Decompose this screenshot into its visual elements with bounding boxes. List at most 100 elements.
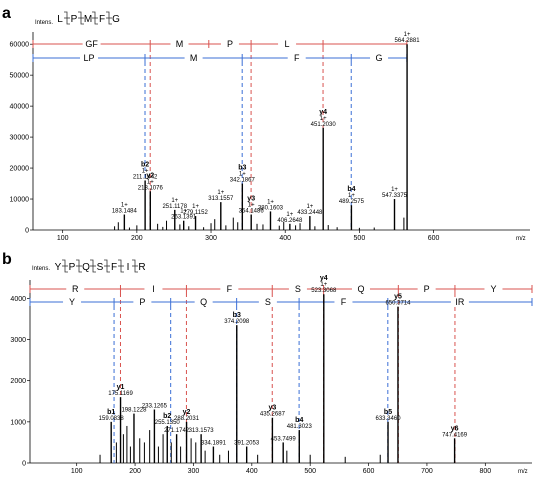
b-ion-ladder-label-bg — [63, 297, 82, 306]
y-tick-label: 10000 — [10, 197, 30, 204]
y-ion-ladder-label: I — [152, 284, 155, 294]
peak-mz-label: 198.1228 — [121, 408, 147, 414]
y-ion-ladder-label: Q — [357, 284, 364, 294]
residue-S: S — [97, 262, 104, 273]
peak-ion-label: y6 — [451, 425, 459, 432]
y-ion-ladder-label: R — [72, 284, 79, 294]
x-tick-label: 300 — [205, 235, 217, 242]
b-ion-ladder-label: Y — [69, 297, 75, 307]
peak-charge-label: 1+ — [217, 190, 224, 196]
peak-ion-label: y4 — [320, 275, 328, 282]
y-ion-ladder-label: P — [227, 39, 233, 49]
peak-ion-label: b5 — [384, 409, 392, 416]
peak-mz-label: 183.1484 — [112, 209, 138, 215]
peak-mz-label: 313.1557 — [208, 196, 234, 202]
y-ion-ladder-label-bg — [66, 284, 85, 293]
b-ion-ladder-label: Q — [200, 297, 207, 307]
peak-mz-label: 334.1891 — [201, 441, 227, 447]
y-ion-ladder-label-bg — [288, 284, 307, 293]
y-tick-label: 40000 — [10, 104, 30, 111]
peak-mz-label: 747.4169 — [442, 432, 468, 438]
peak-ion-label: b1 — [107, 409, 115, 416]
peak-mz-label: 391.2053 — [234, 441, 260, 447]
peak-mz-label: 175.1169 — [108, 391, 133, 397]
y-tick-label: 0 — [22, 461, 26, 468]
peak-mz-label: 233.1265 — [142, 403, 168, 409]
peak-mz-label: 218.1076 — [138, 185, 164, 191]
peak-charge-label: 1+ — [192, 204, 199, 210]
b-ion-ladder-label-bg — [287, 53, 306, 62]
peak-mz-label: 279.1152 — [183, 210, 208, 216]
x-tick-label: 100 — [71, 468, 83, 475]
peak-ion-label: b2 — [163, 413, 171, 420]
residue-R: R — [138, 262, 145, 273]
peak-charge-label: 1+ — [248, 203, 255, 209]
b-ion-ladder-label-bg — [334, 297, 353, 306]
residue-I: I — [127, 262, 130, 273]
y-tick-label: 50000 — [10, 73, 30, 80]
y-ion-ladder-label: P — [424, 284, 430, 294]
y-tick-label: 60000 — [10, 42, 30, 49]
x-axis-title: m/z — [518, 469, 528, 475]
peak-ion-label: y5 — [394, 294, 402, 301]
peak-ion-label: b3 — [238, 165, 246, 172]
peak-mz-label: 263.1391 — [171, 215, 197, 221]
x-tick-label: 500 — [304, 468, 316, 475]
y-ion-ladder-label-bg — [351, 284, 370, 293]
y-axis-title: Intens. — [32, 266, 50, 272]
peak-mz-label: 288.2031 — [174, 416, 200, 422]
peak-ion-label: y2 — [183, 409, 191, 416]
b-ion-ladder-label: G — [376, 53, 383, 63]
peak-mz-label: 342.1867 — [230, 178, 256, 184]
peak-charge-label: 1+ — [267, 199, 274, 205]
y-tick-label: 1000 — [10, 419, 26, 426]
peak-mz-label: 547.3375 — [382, 193, 408, 199]
peak-ion-label: b4 — [347, 186, 355, 193]
y-ion-ladder: GF M P L — [32, 39, 408, 230]
b-ion-ladder-label-bg — [184, 53, 203, 62]
peak-charge-label: 1+ — [180, 209, 187, 215]
x-tick-label: 200 — [129, 468, 141, 475]
peak-ion-label: b2 — [141, 161, 149, 168]
residue-Y: Y — [55, 262, 62, 273]
peak-mz-label: 633.3460 — [376, 416, 402, 422]
b-ion-ladder-label: F — [341, 297, 347, 307]
residue-L: L — [57, 14, 63, 25]
y-tick-label: 0 — [25, 228, 29, 235]
b-ion-ladder-label: M — [190, 53, 198, 63]
peak-charge-label: 1+ — [171, 198, 178, 204]
y-ion-ladder-label-bg — [144, 284, 163, 293]
peak-mz-label: 433.2448 — [297, 210, 323, 216]
peak-ion-label: y3 — [269, 405, 277, 412]
residue-P: P — [69, 262, 76, 273]
y-tick-label: 20000 — [10, 166, 30, 173]
b-ion-ladder-label: LP — [83, 53, 94, 63]
b-ion-ladder-label-bg — [450, 297, 469, 306]
noise-peaks — [99, 425, 381, 463]
peak-mz-label: 453.7499 — [271, 436, 297, 442]
peak-mz-label: 271.1742 — [164, 428, 190, 434]
residue-M: M — [84, 14, 92, 25]
peak-charge-label: 1+ — [239, 172, 246, 178]
peak-charge-label: 1+ — [320, 282, 327, 288]
x-tick-label: 800 — [479, 468, 491, 475]
peak-ion-label: y2 — [146, 172, 154, 179]
y-ion-ladder-label-bg — [417, 284, 436, 293]
y-ion-ladder-label-bg — [82, 39, 101, 48]
b-ion-ladder-label-bg — [133, 297, 152, 306]
peak-mz-label: 159.0838 — [99, 416, 125, 422]
peak-mz-label: 564.2881 — [395, 38, 421, 44]
y-ion-ladder-label-bg — [170, 39, 189, 48]
y-ion-ladder-label: GF — [85, 39, 98, 49]
peak-mz-label: 481.3023 — [287, 424, 313, 430]
peak-mz-label: 435.2687 — [260, 412, 286, 418]
peak-charge-label: 1+ — [404, 32, 411, 38]
y-ion-ladder-label: M — [176, 39, 184, 49]
x-tick-label: 400 — [279, 235, 291, 242]
peak-mz-label: 650.3714 — [385, 301, 411, 307]
residue-P: P — [71, 14, 78, 25]
